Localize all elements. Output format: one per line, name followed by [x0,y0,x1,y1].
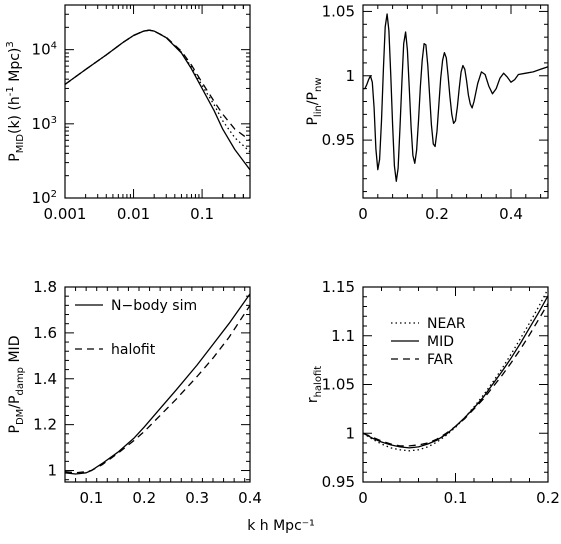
plot-frame [64,4,251,199]
shared-x-axis-label: k h Mpc⁻¹ [247,518,315,534]
plot-frame [64,286,251,483]
legend-label: FAR [427,352,453,368]
x-tick-label: 0 [358,489,368,507]
y-axis-label-text-2: Mpc) [7,48,23,87]
y-axis-label: PDM/Pdamp MID [7,336,26,434]
y-axis-label-text: /P [7,396,23,409]
y-tick-label-base: 10 [32,115,51,133]
y-axis-label-main: P [7,425,23,433]
y-tick-label: 1.2 [33,416,57,434]
x-tick-label: 0.1 [190,205,214,223]
y-axis-label-subscript-2: nw [313,77,324,92]
panel-4: 0 0.1 0.2 0.95 1 1.05 1.1 1.15 rhalofit NEAR MID FA… [305,278,560,507]
series-line-solid [65,29,250,171]
y-tick-label: 1.1 [331,327,355,345]
y-axis-label-subscript: DM [15,409,26,425]
y-tick-label: 104 [32,41,57,59]
legend-label: NEAR [427,316,466,332]
x-tick-label: 0.4 [238,489,262,507]
y-tick-label: 102 [32,189,57,207]
x-tick-label: 0.3 [185,489,209,507]
y-tick-label-base: 10 [32,189,51,207]
y-axis-label-text: /P [305,92,321,105]
series-line-far [363,303,548,447]
y-tick-label-exponent: 2 [51,189,57,200]
y-axis-label-main: r [305,397,321,403]
y-axis-label-subscript: halofit [313,366,324,398]
y-tick-label: 1 [345,67,355,85]
series-line-dashed [65,29,250,141]
x-tick-label: 0.2 [536,489,560,507]
legend-label: halofit [111,342,156,358]
y-axis-label-text-2: MID [7,336,23,367]
x-tick-label: 0.4 [499,205,523,223]
y-tick-label: 1.4 [33,370,57,388]
y-axis-label-superscript-2: 3 [5,41,16,47]
y-tick-label: 1 [47,462,57,480]
y-axis-label: PMID(k) (h-1 Mpc)3 [5,41,26,162]
y-tick-label-base: 10 [32,41,51,59]
y-tick-label: 1.05 [322,2,355,20]
series-line-dotted [65,29,250,153]
y-tick-label: 0.95 [322,131,355,149]
x-tick-label: 0.2 [425,205,449,223]
series-line-n-body-sim [65,293,250,475]
x-tick-label: 0.2 [132,489,156,507]
x-tick-label: 0 [358,205,368,223]
legend-label: MID [427,334,454,350]
series-line-halofit [65,305,250,474]
x-tick-label: 0.1 [79,489,103,507]
y-tick-label: 103 [32,115,57,133]
y-axis-label-main: P [7,153,23,161]
y-axis-label: rhalofit [305,366,324,403]
y-tick-label: 1.6 [33,324,57,342]
y-tick-label: 1.8 [33,278,57,296]
y-tick-label: 1 [345,424,355,442]
y-tick-label: 1.05 [322,376,355,394]
plot-frame [362,4,549,199]
y-axis-label-subscript: lin [313,105,324,117]
y-tick-label-exponent: 3 [51,115,57,126]
y-axis-label-superscript: -1 [5,86,16,96]
series-line-near [363,288,548,452]
series-line-solid [363,13,548,182]
x-tick-label: 0.01 [117,205,150,223]
panel-3: 0.1 0.2 0.3 0.4 1 1.2 1.4 1.6 1.8 PDM/Pdamp MID N−… [7,278,262,507]
legend-label: N−body sim [111,298,197,314]
y-axis-label-main: P [305,117,321,125]
x-tick-label: 0.001 [44,205,87,223]
y-axis-label-subscript-2: damp [15,367,26,396]
panel-2: 0 0.2 0.4 0.95 1 1.05 Plin/Pnw [305,2,549,223]
y-axis-label-subscript: MID [15,134,26,154]
x-tick-label: 0.1 [444,489,468,507]
y-tick-label: 1.15 [322,278,355,296]
y-tick-label: 0.95 [322,473,355,491]
y-axis-label-text: (k) (h [7,96,23,134]
y-tick-label-exponent: 4 [51,41,57,52]
y-axis-label: Plin/Pnw [305,77,324,125]
